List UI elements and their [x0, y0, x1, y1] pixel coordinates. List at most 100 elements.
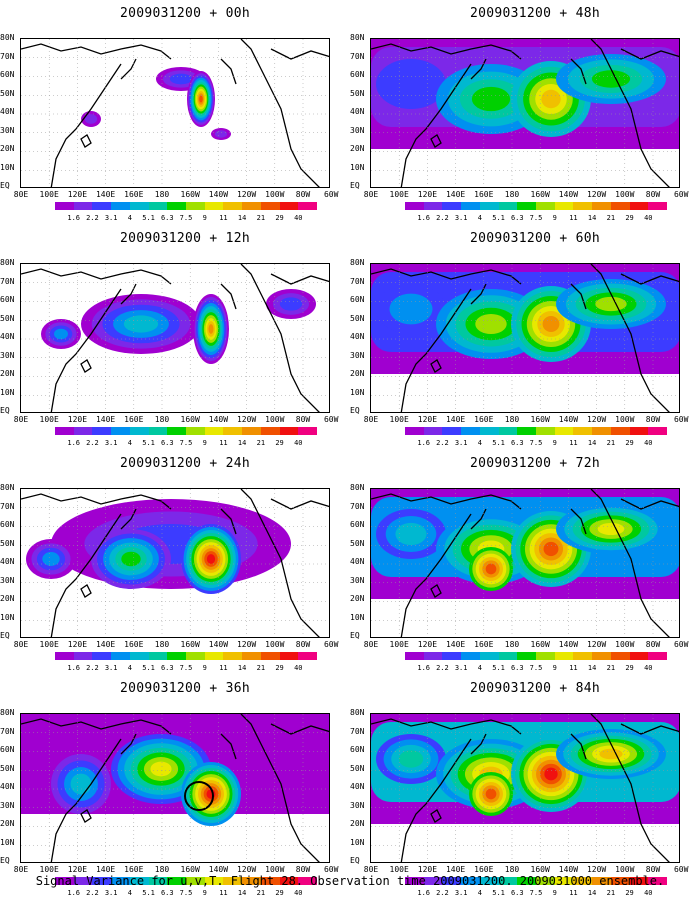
colorbar-label: 1.6: [417, 439, 431, 447]
longitude-label: 100W: [265, 640, 285, 649]
variance-field: [543, 541, 559, 557]
colorbar-label: 2.2: [436, 439, 449, 447]
variance-field: [376, 59, 446, 109]
colorbar-segment: [498, 427, 518, 435]
longitude-label: 180: [504, 640, 520, 649]
colorbar-label: 21: [256, 889, 266, 897]
colorbar-label: 11: [219, 214, 228, 222]
colorbar-label: 7.5: [179, 439, 193, 447]
latitude-label: 40N: [0, 332, 15, 341]
colorbar-label: 14: [237, 889, 247, 897]
colorbar-segment: [554, 427, 574, 435]
colorbar-label: 4: [127, 439, 132, 447]
colorbar-label: 40: [644, 214, 653, 222]
coastline: [570, 283, 587, 310]
colorbar-label: 7.5: [529, 214, 543, 222]
latitude-label: 40N: [0, 782, 15, 791]
latitude-label: 20N: [0, 369, 15, 378]
colorbar-segment: [610, 877, 631, 885]
longitude-label: 80E: [13, 415, 29, 424]
colorbar-label: 7.5: [529, 439, 543, 447]
colorbar: [405, 427, 668, 437]
colorbar-label: 21: [256, 664, 266, 672]
latitude-label: 30N: [350, 575, 365, 585]
colorbar-label: 9: [552, 214, 557, 222]
longitude-label: 180: [154, 190, 170, 199]
longitude-label: 160E: [124, 865, 144, 874]
longitude-label: 120E: [417, 640, 438, 649]
colorbar-segment: [592, 877, 612, 885]
colorbar-segment: [592, 652, 612, 660]
colorbar-segment: [129, 427, 150, 435]
variance-field: [279, 297, 303, 311]
colorbar-segment: [204, 877, 224, 885]
colorbar-label: 40: [644, 439, 653, 447]
colorbar-segment: [279, 652, 299, 660]
colorbar-segment: [536, 202, 556, 210]
colorbar-label: 3.1: [454, 664, 468, 672]
colorbar-segment: [442, 652, 462, 660]
variance-field: [475, 314, 507, 334]
colorbar-segment: [629, 427, 649, 435]
latitude-label: 30N: [350, 125, 365, 135]
colorbar-segment: [298, 202, 318, 210]
map-area: [20, 488, 330, 638]
colorbar-segment: [279, 877, 299, 885]
longitude-axis: 80E 100E 120E 140E 160E 180 160W 140W 120W 100W 80…: [356, 415, 690, 425]
longitude-label: 100W: [265, 415, 285, 424]
coastline: [430, 359, 442, 373]
colorbar-segment: [260, 877, 281, 885]
colorbar-segment: [498, 877, 518, 885]
latitude-label: 30N: [350, 800, 365, 810]
colorbar-label: 5.1: [142, 664, 155, 672]
colorbar-segment: [629, 877, 649, 885]
latitude-label: 80N: [0, 258, 15, 267]
map-area: [20, 38, 330, 188]
map-panel: 2009031200 + 24h 80N 70N 60N 50N 40N 30N 20N 10N…: [0, 456, 338, 672]
coastline: [270, 273, 329, 285]
colorbar-label: 11: [569, 214, 578, 222]
longitude-label: 140E: [95, 865, 116, 874]
longitude-label: 80W: [645, 415, 661, 424]
longitude-label: 140W: [208, 640, 229, 649]
longitude-label: 100W: [615, 190, 635, 199]
colorbar-label: 29: [275, 439, 284, 447]
colorbar-label: 5.1: [142, 889, 155, 897]
colorbar-label: 3.1: [104, 889, 118, 897]
colorbar-label: 14: [587, 664, 597, 672]
latitude-label: 60N: [0, 70, 15, 79]
latitude-label: 80N: [350, 483, 365, 492]
colorbar-label: 40: [644, 664, 653, 672]
longitude-label: 140W: [558, 640, 579, 649]
variance-field: [485, 563, 497, 575]
longitude-axis: 80E 100E 120E 140E 160E 180 160W 140W 120W 100W 80…: [6, 865, 340, 875]
latitude-label: 20N: [0, 819, 15, 828]
longitude-label: 140E: [445, 640, 466, 649]
colorbar-labels: 1.6 2.2 3.1 4 5.1 6.3 7.5 9 11 14 21 29 40: [55, 889, 317, 897]
colorbar-label: 1.6: [417, 889, 431, 897]
colorbar-label: 2.2: [436, 664, 449, 672]
colorbar-labels: 1.6 2.2 3.1 4 5.1 6.3 7.5 9 11 14 21 29 40: [55, 214, 317, 222]
latitude-label: 30N: [350, 350, 365, 360]
longitude-label: 140W: [208, 865, 229, 874]
latitude-label: 60N: [0, 520, 15, 529]
colorbar-label: 5.1: [492, 889, 505, 897]
panel-title: 2009031200 + 12h: [119, 231, 251, 246]
colorbar-segment: [73, 877, 93, 885]
variance-field: [591, 70, 631, 88]
colorbar-label: 2.2: [86, 889, 99, 897]
map-panel: 2009031200 + 36h 80N 70N 60N 50N 40N 30N 20N 10N…: [0, 681, 338, 897]
colorbar-segment: [517, 202, 537, 210]
longitude-axis: 80E 100E 120E 140E 160E 180 160W 140W 120W 100W 80…: [6, 190, 340, 200]
latitude-label: 50N: [0, 763, 15, 773]
colorbar-segment: [479, 877, 500, 885]
colorbar-segment: [186, 427, 206, 435]
colorbar-segment: [92, 877, 112, 885]
colorbar-label: 3.1: [104, 439, 118, 447]
colorbar-segment: [111, 877, 131, 885]
colorbar-segment: [111, 427, 131, 435]
colorbar-segment: [405, 652, 425, 660]
coastline: [270, 723, 329, 735]
latitude-label: 20N: [0, 594, 15, 603]
longitude-label: 140W: [558, 865, 579, 874]
